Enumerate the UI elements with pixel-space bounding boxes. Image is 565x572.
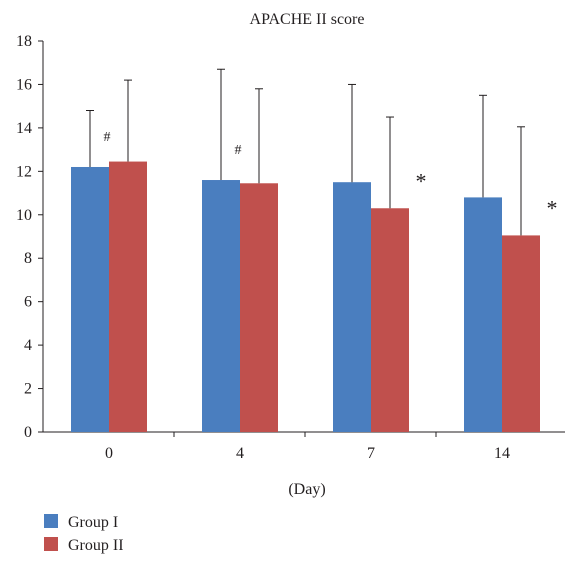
x-axis-label: (Day) xyxy=(288,481,325,498)
x-axis: 0 4 7 14 xyxy=(43,431,565,462)
y-tick-label: 16 xyxy=(16,76,32,93)
significance-marker: * xyxy=(547,195,558,220)
error-bars xyxy=(86,68,525,236)
y-tick-label: 10 xyxy=(16,207,32,224)
y-tick-label: 0 xyxy=(24,424,32,441)
y-tick-label: 12 xyxy=(16,163,32,180)
bar-group-ii xyxy=(502,235,540,432)
bar-group-ii xyxy=(240,183,278,432)
bar-group-i xyxy=(333,182,371,432)
legend: Group I Group II xyxy=(44,514,124,554)
x-tick-label: 0 xyxy=(105,445,113,462)
y-tick-label: 14 xyxy=(16,120,32,137)
chart-title: APACHE II score xyxy=(250,11,365,28)
bar-group-ii xyxy=(371,208,409,432)
x-tick-label: 4 xyxy=(236,445,244,462)
legend-label: Group II xyxy=(68,537,124,554)
bar-group-i xyxy=(71,166,109,432)
bar-group-i xyxy=(464,197,502,432)
bar-group-i xyxy=(202,180,240,432)
significance-marker: # xyxy=(235,143,242,158)
y-tick-label: 4 xyxy=(24,337,32,354)
y-tick-label: 2 xyxy=(24,381,32,398)
legend-swatch xyxy=(44,514,58,528)
y-tick-label: 6 xyxy=(24,294,32,311)
legend-swatch xyxy=(44,537,58,551)
x-tick-label: 14 xyxy=(494,445,510,462)
y-axis: 0 2 4 6 8 10 12 14 16 18 xyxy=(16,33,44,441)
legend-label: Group I xyxy=(68,514,118,531)
bars xyxy=(71,161,540,432)
significance-marker: # xyxy=(104,130,111,145)
significance-marker: * xyxy=(416,168,427,193)
x-tick-label: 7 xyxy=(367,445,375,462)
bar-group-ii xyxy=(109,161,147,432)
y-tick-label: 8 xyxy=(24,250,32,267)
significance-annotations: # # * * xyxy=(104,130,558,220)
y-tick-label: 18 xyxy=(16,33,32,50)
